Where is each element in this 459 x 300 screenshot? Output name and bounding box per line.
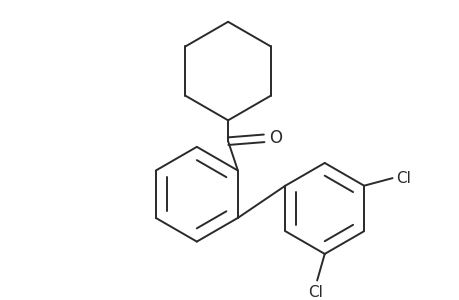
Text: Cl: Cl	[307, 285, 322, 300]
Text: Cl: Cl	[396, 171, 410, 186]
Text: O: O	[268, 129, 281, 147]
